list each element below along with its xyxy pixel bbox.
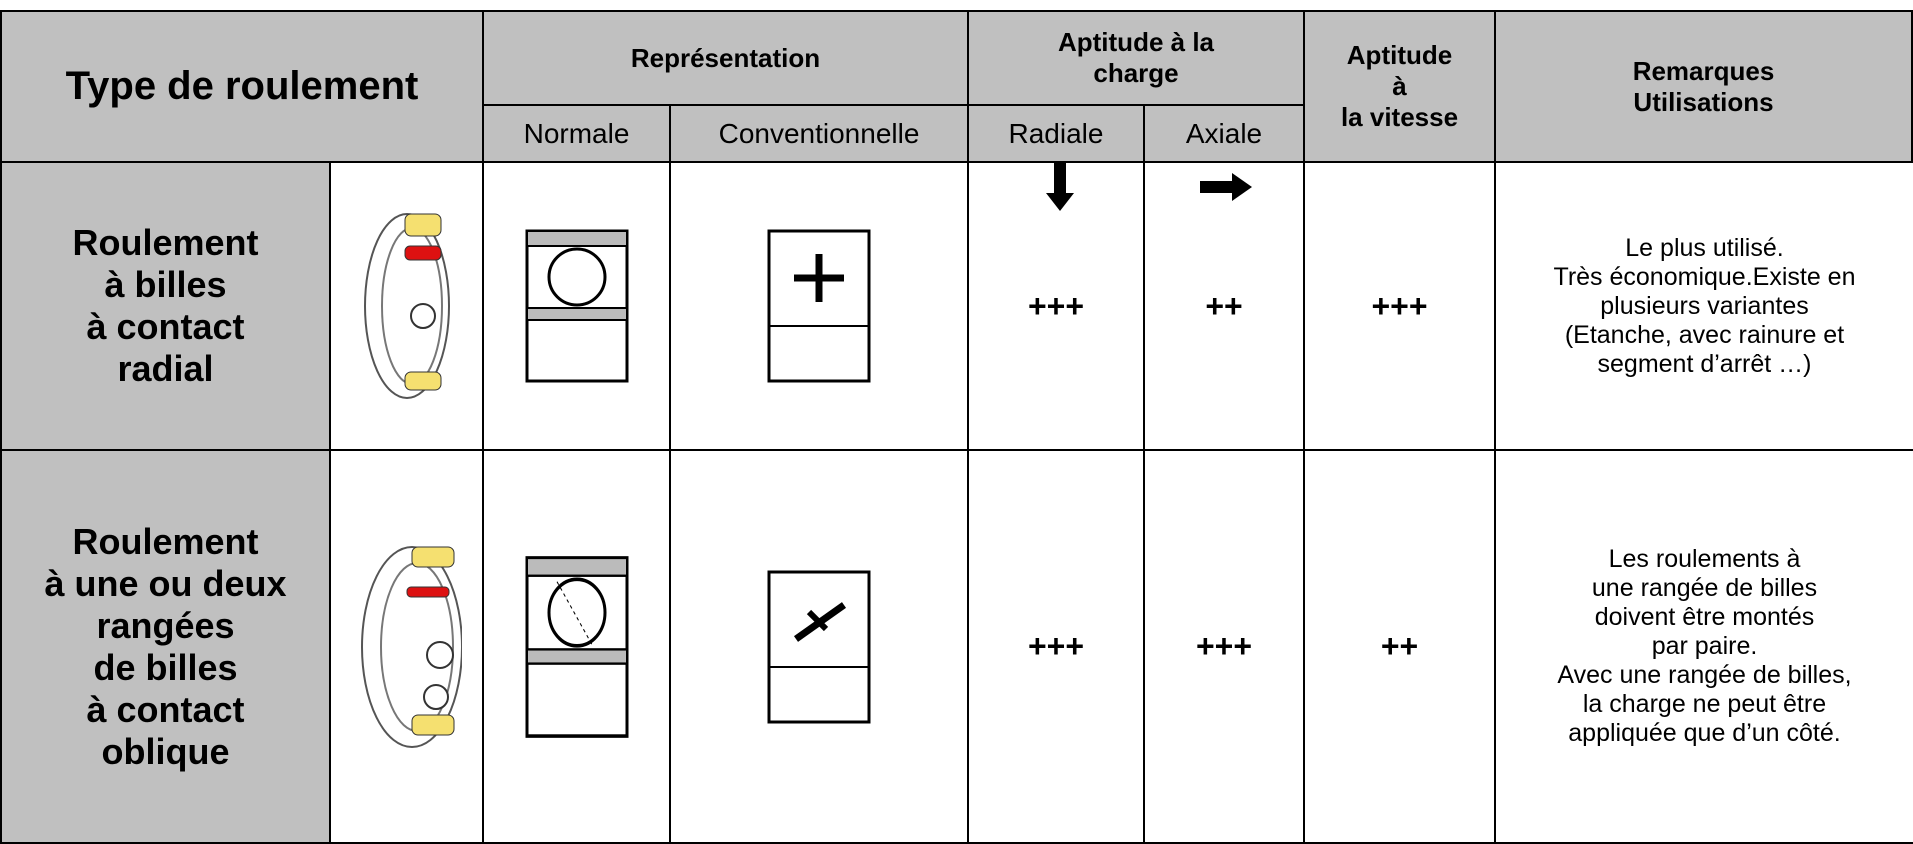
vitesse-rating: +++ — [1303, 161, 1496, 451]
conventional-drawing — [767, 229, 871, 383]
text-line: Aptitude — [1346, 40, 1453, 70]
text-line: charge — [1093, 58, 1179, 88]
text-line: oblique — [101, 730, 230, 772]
text-line: (Etanche, avec rainure et — [1564, 320, 1845, 349]
text-line: Les roulements à — [1608, 545, 1801, 573]
rating: ++ — [1380, 628, 1419, 664]
normal-drawing — [525, 555, 628, 738]
bearing-drawing — [363, 213, 450, 399]
conventional-representation — [669, 449, 969, 844]
rating: +++ — [1195, 628, 1253, 664]
axial-arrow — [1200, 173, 1252, 201]
normal-representation — [482, 161, 671, 451]
rating: +++ — [1027, 287, 1085, 324]
header-text: Axiale — [1185, 117, 1263, 149]
header-text: Type de roulement — [65, 64, 419, 108]
text-line: par paire. — [1651, 632, 1758, 660]
type-header: Type de roulement — [0, 10, 484, 163]
radiale-rating: +++ — [967, 449, 1145, 844]
header-text: Conventionnelle — [718, 117, 920, 149]
vitesse-rating: ++ — [1303, 449, 1496, 844]
axiale-header: Axiale — [1143, 104, 1305, 163]
radiale-header: Radiale — [967, 104, 1145, 163]
conventionnelle-header: Conventionnelle — [669, 104, 969, 163]
charge-header: Aptitude à la charge — [967, 10, 1305, 106]
rating: +++ — [1027, 628, 1085, 664]
text-line: la charge ne peut être — [1582, 690, 1827, 718]
normal-representation — [482, 449, 671, 844]
text-line: à — [1392, 71, 1407, 101]
text-line: segment d’arrêt …) — [1597, 349, 1812, 378]
bearing-name: Roulement à une ou deux rangées de billes à … — [0, 449, 331, 844]
bearing-drawing — [360, 545, 462, 748]
header-text: Représentation — [630, 42, 821, 73]
representation-header: Représentation — [482, 10, 969, 106]
text-line: Roulement — [72, 520, 259, 562]
conventional-drawing — [767, 570, 871, 723]
conventional-representation — [669, 161, 969, 451]
text-line: Aptitude à la — [1057, 27, 1214, 57]
text-line: à billes — [104, 264, 227, 305]
text-line: la vitesse — [1340, 102, 1459, 132]
header-text: Normale — [523, 117, 630, 149]
text-line: à une ou deux — [44, 562, 287, 604]
text-line: à contact — [86, 306, 245, 347]
axiale-rating: +++ — [1143, 449, 1305, 844]
text-line: radial — [117, 348, 214, 389]
remarques: Le plus utilisé. Très économique.Existe e… — [1494, 161, 1913, 451]
normale-header: Normale — [482, 104, 671, 163]
text-line: à contact — [86, 688, 245, 730]
text-line: Remarques — [1632, 55, 1775, 86]
header-text: Radiale — [1008, 117, 1104, 149]
text-line: de billes — [93, 646, 238, 688]
text-line: Très économique.Existe en — [1553, 262, 1856, 291]
bearing-image — [329, 449, 484, 844]
text-line: Le plus utilisé. — [1625, 233, 1784, 262]
axiale-rating: ++ — [1143, 161, 1305, 451]
remarques: Les roulements à une rangée de billes doiv… — [1494, 449, 1913, 844]
vitesse-header: Aptitude à la vitesse — [1303, 10, 1496, 163]
text-line: rangées — [96, 604, 235, 646]
bearing-image — [329, 161, 484, 451]
text-line: Utilisations — [1633, 86, 1774, 117]
text-line: une rangée de billes — [1591, 574, 1818, 602]
text-line: doivent être montés — [1594, 603, 1815, 631]
text-line: Roulement — [72, 222, 259, 263]
normal-drawing — [525, 229, 628, 383]
text-line: plusieurs variantes — [1600, 291, 1809, 320]
rating: ++ — [1205, 287, 1243, 324]
text-line: appliquée que d’un côté. — [1568, 719, 1841, 747]
bearing-name: Roulement à billes à contact radial — [0, 161, 331, 451]
radial-arrow — [1046, 163, 1074, 211]
rating: +++ — [1371, 287, 1428, 324]
remarques-header: Remarques Utilisations — [1494, 10, 1913, 163]
text-line: Avec une rangée de billes, — [1557, 661, 1852, 689]
